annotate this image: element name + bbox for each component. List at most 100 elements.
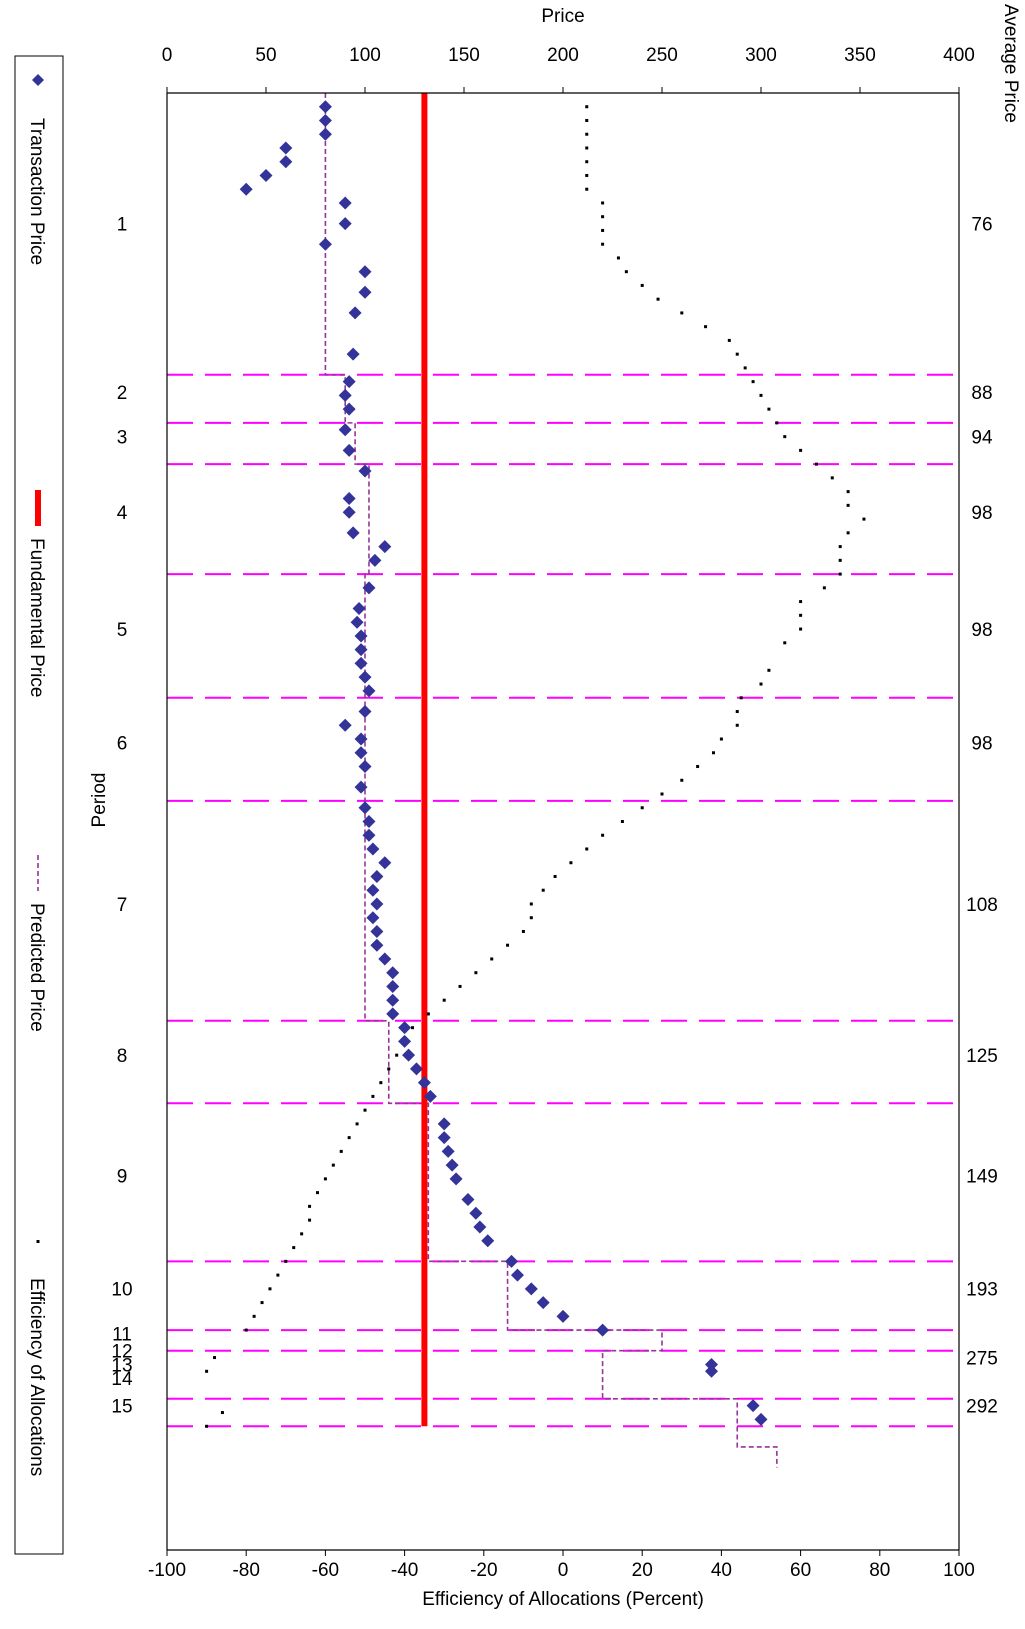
legend-item: Efficiency of Allocations [26, 1240, 47, 1476]
average-price-label: 94 [971, 428, 993, 449]
y2-tick-label: 100 [943, 1560, 975, 1581]
transaction-price-point [338, 217, 352, 231]
efficiency-point [799, 600, 803, 604]
transaction-price-point [354, 732, 368, 746]
transaction-price-point [358, 670, 372, 684]
y-tick-label: 100 [349, 45, 381, 66]
efficiency-point [601, 242, 605, 246]
period-label: 3 [117, 428, 128, 449]
transaction-price-point [368, 553, 382, 567]
efficiency-point [799, 448, 803, 452]
legend-marker-diamond [32, 74, 44, 86]
efficiency-point [585, 187, 589, 191]
transaction-price-point [437, 1131, 451, 1145]
efficiency-point [395, 1053, 399, 1057]
period-label: 5 [117, 620, 128, 641]
transaction-price-point [366, 842, 380, 856]
y2-tick-label: 60 [790, 1560, 811, 1581]
efficiency-point [735, 723, 739, 727]
transaction-price-point [437, 1117, 451, 1131]
y-tick-label: 400 [943, 45, 975, 66]
efficiency-point [838, 558, 842, 562]
efficiency-point [292, 1246, 296, 1250]
efficiency-point [252, 1314, 256, 1318]
efficiency-point [783, 641, 787, 645]
period-label: 10 [111, 1280, 132, 1301]
y-tick-label: 150 [448, 45, 480, 66]
transaction-price-point [473, 1220, 487, 1234]
y2-tick-label: 0 [558, 1560, 569, 1581]
y2-tick-label: -40 [391, 1560, 418, 1581]
transaction-price-point [342, 402, 356, 416]
y2-tick-label: 40 [711, 1560, 732, 1581]
transaction-price-point [362, 581, 376, 595]
efficiency-point [767, 668, 771, 672]
efficiency-point [521, 929, 525, 933]
efficiency-point [767, 407, 771, 411]
efficiency-point [735, 352, 739, 356]
efficiency-point [213, 1356, 217, 1360]
y2-tick-label: -100 [148, 1560, 186, 1581]
transaction-price-point [705, 1364, 718, 1378]
transaction-price-point [318, 100, 332, 114]
efficiency-point [799, 627, 803, 631]
transaction-price-point [556, 1309, 570, 1323]
efficiency-point [355, 1122, 359, 1126]
efficiency-point [743, 366, 747, 370]
efficiency-point [458, 984, 462, 988]
transaction-price-point [358, 285, 372, 299]
efficiency-point [727, 338, 731, 342]
transaction-price-point [754, 1412, 768, 1426]
efficiency-point [585, 146, 589, 150]
efficiency-point [656, 297, 660, 301]
efficiency-point [585, 132, 589, 136]
transaction-price-point [342, 443, 356, 457]
period-label: 15 [111, 1397, 132, 1418]
period-label: 4 [117, 503, 128, 524]
transaction-price-point [398, 1034, 412, 1048]
y-tick-label: 200 [547, 45, 579, 66]
transaction-price-point [279, 155, 293, 169]
efficiency-point [300, 1232, 304, 1236]
efficiency-point [660, 792, 664, 796]
efficiency-point [379, 1081, 383, 1085]
predicted-price-line [324, 93, 778, 1468]
transaction-price-point [386, 979, 400, 993]
period-label: 6 [117, 733, 128, 754]
transaction-price-point [402, 1048, 416, 1062]
transaction-price-point [318, 113, 332, 127]
transaction-price-point [358, 464, 372, 478]
efficiency-point [601, 228, 605, 232]
efficiency-point [696, 765, 700, 769]
transaction-price-point [524, 1282, 538, 1296]
transaction-price-point [342, 505, 356, 519]
y2-tick-label: -80 [232, 1560, 259, 1581]
period-label: 7 [117, 895, 128, 916]
transaction-price-point [423, 1089, 437, 1103]
series-layer [205, 93, 866, 1468]
transaction-price-point [378, 952, 392, 966]
legend-item: Transaction Price [26, 74, 47, 265]
transaction-price-point [348, 306, 362, 320]
transaction-price-point [354, 643, 368, 657]
efficiency-point [426, 1012, 430, 1016]
legend-label: Transaction Price [26, 118, 47, 265]
period-label: 11 [112, 1324, 132, 1345]
transaction-price-point [279, 141, 293, 155]
transaction-price-point [318, 127, 332, 141]
legend-label: Predicted Price [26, 903, 47, 1032]
efficiency-point [775, 421, 779, 425]
efficiency-point [411, 1026, 415, 1030]
transaction-price-point [441, 1144, 455, 1158]
efficiency-point [783, 435, 787, 439]
efficiency-point [711, 751, 715, 755]
efficiency-point [442, 998, 446, 1002]
transaction-price-point [362, 815, 376, 828]
efficiency-point [331, 1163, 335, 1167]
legend-label: Efficiency of Allocations [26, 1278, 47, 1476]
efficiency-point [474, 971, 478, 975]
transaction-price-point [358, 801, 372, 815]
transaction-price-point [338, 196, 352, 210]
transaction-price-point [338, 718, 352, 732]
